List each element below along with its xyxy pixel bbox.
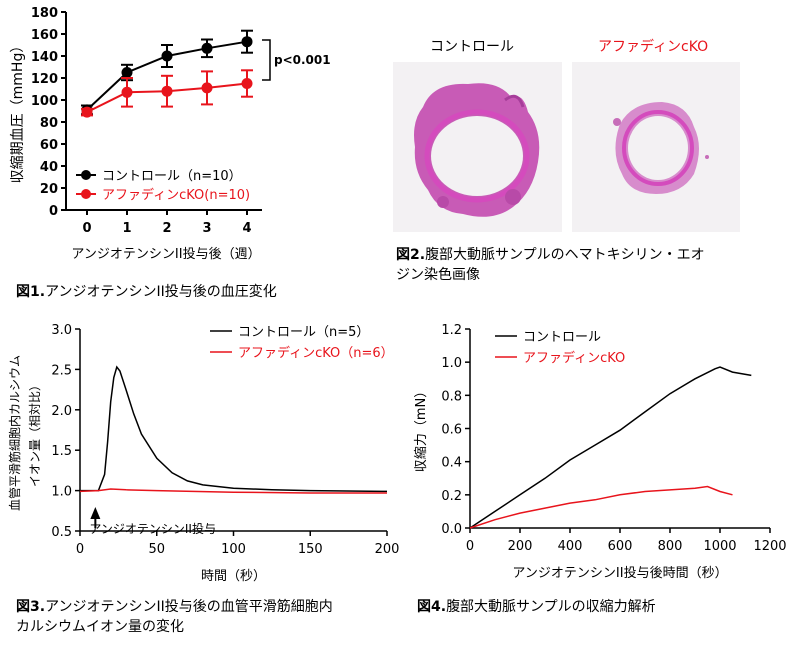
data-point [121,67,133,78]
injection-label: アンジオテンシンII投与 [89,521,216,536]
figure2-label-control: コントロール [430,39,514,55]
legend-marker [81,189,91,199]
y-tick-label: 2.5 [51,363,72,378]
x-axis-label: 時間（秒） [201,569,266,584]
legend-label: アファディンcKO(n=10) [102,187,250,203]
y-tick-label: 0.5 [51,525,72,540]
y-tick-label: 1.2 [441,323,462,338]
x-tick-label: 1000 [703,539,736,554]
y-tick-label: 80 [40,116,58,131]
injection-arrow-head [90,507,101,519]
figure4-caption: 図4.腹部大動脈サンプルの収縮力解析 [417,597,656,617]
figure2-caption-number: 図2. [396,247,426,263]
series-line [80,365,388,493]
y-tick-label: 1.5 [51,444,72,459]
y-axis-label-line2: イオン量（相対比） [28,379,42,487]
data-point [241,36,253,48]
he-stain-control-image [414,83,540,217]
series-line [79,488,387,494]
data-point [161,50,173,62]
y-tick-label: 140 [31,50,58,65]
data-point [201,42,213,54]
x-tick-label: 400 [558,539,583,554]
x-tick-label: 1 [122,221,131,236]
x-axis-label: アンジオテンシンII投与後時間（秒） [512,565,727,581]
data-point [241,78,253,89]
legend-label: アファディンcKO [523,350,625,366]
figure2-image-control [393,62,562,232]
data-point [201,82,213,94]
y-tick-label: 20 [40,182,58,197]
x-tick-label: 1200 [753,539,786,554]
y-tick-label: 180 [31,6,58,21]
x-tick-label: 0 [466,539,474,554]
y-tick-label: 0 [49,204,58,219]
x-tick-label: 50 [148,542,165,557]
y-tick-label: 0.2 [441,489,462,504]
x-tick-label: 800 [658,539,683,554]
series-line [469,485,733,529]
y-tick-label: 120 [31,72,58,87]
x-tick-label: 0 [76,542,84,557]
figure4-chart: 0.0 0.2 0.4 0.6 0.8 1.0 1.2 0 200 400 600 800 1000 12… [413,323,787,581]
y-axis-label-line1: 血管平滑筋細胞内カルシウム [7,355,22,511]
x-tick-label: 3 [202,221,211,236]
figure4-caption-text: 腹部大動脈サンプルの収縮力解析 [446,599,656,615]
y-tick-label: 0.6 [441,423,462,438]
figure2-caption-line1: 腹部大動脈サンプルのヘマトキシリン・エオ [425,247,705,263]
legend-marker [81,170,91,180]
x-tick-label: 200 [508,539,533,554]
figure1-caption-number: 図1. [16,284,46,300]
y-tick-label: 0.4 [441,456,462,471]
x-tick-label: 0 [82,221,91,236]
x-tick-label: 150 [298,542,323,557]
x-tick-label: 4 [242,221,251,236]
figure4-caption-number: 図4. [417,599,447,615]
y-tick-label: 1.0 [51,485,72,500]
figure2-label-cko: アファディンcKO [598,39,709,55]
figure2-caption-line2: ジン染色画像 [396,267,480,283]
legend-label: コントロール（n=5） [238,325,369,340]
figure2-caption: 図2.腹部大動脈サンプルのヘマトキシリン・エオ ジン染色画像 [396,245,705,285]
y-tick-label: 160 [31,28,58,43]
p-value-annotation: p<0.001 [274,53,330,67]
legend-label: アファディンcKO（n=6） [238,345,394,361]
y-axis-label: 収縮力（mN） [413,385,429,472]
y-tick-label: 40 [40,160,58,175]
y-tick-label: 1.0 [441,356,462,371]
x-axis-label: アンジオテンシンII投与後（週） [71,246,260,262]
figure1-caption: 図1.アンジオテンシンII投与後の血圧変化 [16,282,277,302]
x-tick-label: 600 [608,539,633,554]
figure3-caption: 図3.アンジオテンシンII投与後の血管平滑筋細胞内 カルシウムイオン量の変化 [16,597,333,637]
series-line [469,366,752,529]
y-tick-label: 3.0 [51,323,72,338]
figure2-image-cko [572,62,740,232]
data-point [161,85,173,97]
x-tick-label: 2 [162,221,171,236]
figure3-chart: 0.5 1.0 1.5 2.0 2.5 3.0 0 50 100 150 200 時間（秒） 血管平滑筋… [7,323,400,584]
x-tick-label: 200 [375,542,400,557]
legend-label: コントロール（n=10） [102,169,242,184]
significance-bracket [262,39,271,81]
figure3-caption-number: 図3. [16,599,46,615]
y-tick-label: 60 [40,138,58,153]
figure3-caption-line1: アンジオテンシンII投与後の血管平滑筋細胞内 [45,599,333,615]
figure1-chart: 0 20 40 60 80 100 120 140 160 180 0 1 2 3 4 アンジオテンシンII投… [10,6,330,262]
y-tick-label: 0.8 [441,389,462,404]
figure3-caption-line2: カルシウムイオン量の変化 [16,619,184,635]
y-tick-label: 100 [31,94,58,109]
x-tick-label: 100 [221,542,246,557]
figure1-caption-text: アンジオテンシンII投与後の血圧変化 [45,284,277,300]
y-axis-label: 収縮期血圧（mmHg） [10,39,26,184]
y-tick-label: 0.0 [441,522,462,537]
y-tick-label: 2.0 [51,404,72,419]
legend-label: コントロール [523,330,601,345]
he-stain-cko-image [613,102,709,194]
data-point [121,86,133,98]
data-point [81,106,93,118]
